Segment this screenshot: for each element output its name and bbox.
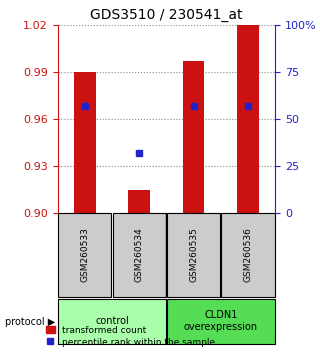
FancyBboxPatch shape xyxy=(58,213,111,297)
Bar xyxy=(183,61,204,213)
Bar xyxy=(128,189,150,213)
FancyBboxPatch shape xyxy=(113,213,166,297)
FancyBboxPatch shape xyxy=(167,299,275,344)
FancyBboxPatch shape xyxy=(58,299,166,344)
Text: GSM260533: GSM260533 xyxy=(80,227,89,282)
Text: protocol ▶: protocol ▶ xyxy=(4,317,55,327)
Bar xyxy=(74,72,96,213)
Text: GSM260534: GSM260534 xyxy=(135,228,144,282)
Text: control: control xyxy=(95,316,129,326)
Text: GSM260536: GSM260536 xyxy=(244,227,252,282)
Title: GDS3510 / 230541_at: GDS3510 / 230541_at xyxy=(90,8,243,22)
Bar xyxy=(237,25,259,213)
Text: CLDN1
overexpression: CLDN1 overexpression xyxy=(184,310,258,332)
FancyBboxPatch shape xyxy=(167,213,220,297)
Text: GSM260535: GSM260535 xyxy=(189,227,198,282)
FancyBboxPatch shape xyxy=(221,213,275,297)
Legend: transformed count, percentile rank within the sample: transformed count, percentile rank withi… xyxy=(43,323,218,349)
